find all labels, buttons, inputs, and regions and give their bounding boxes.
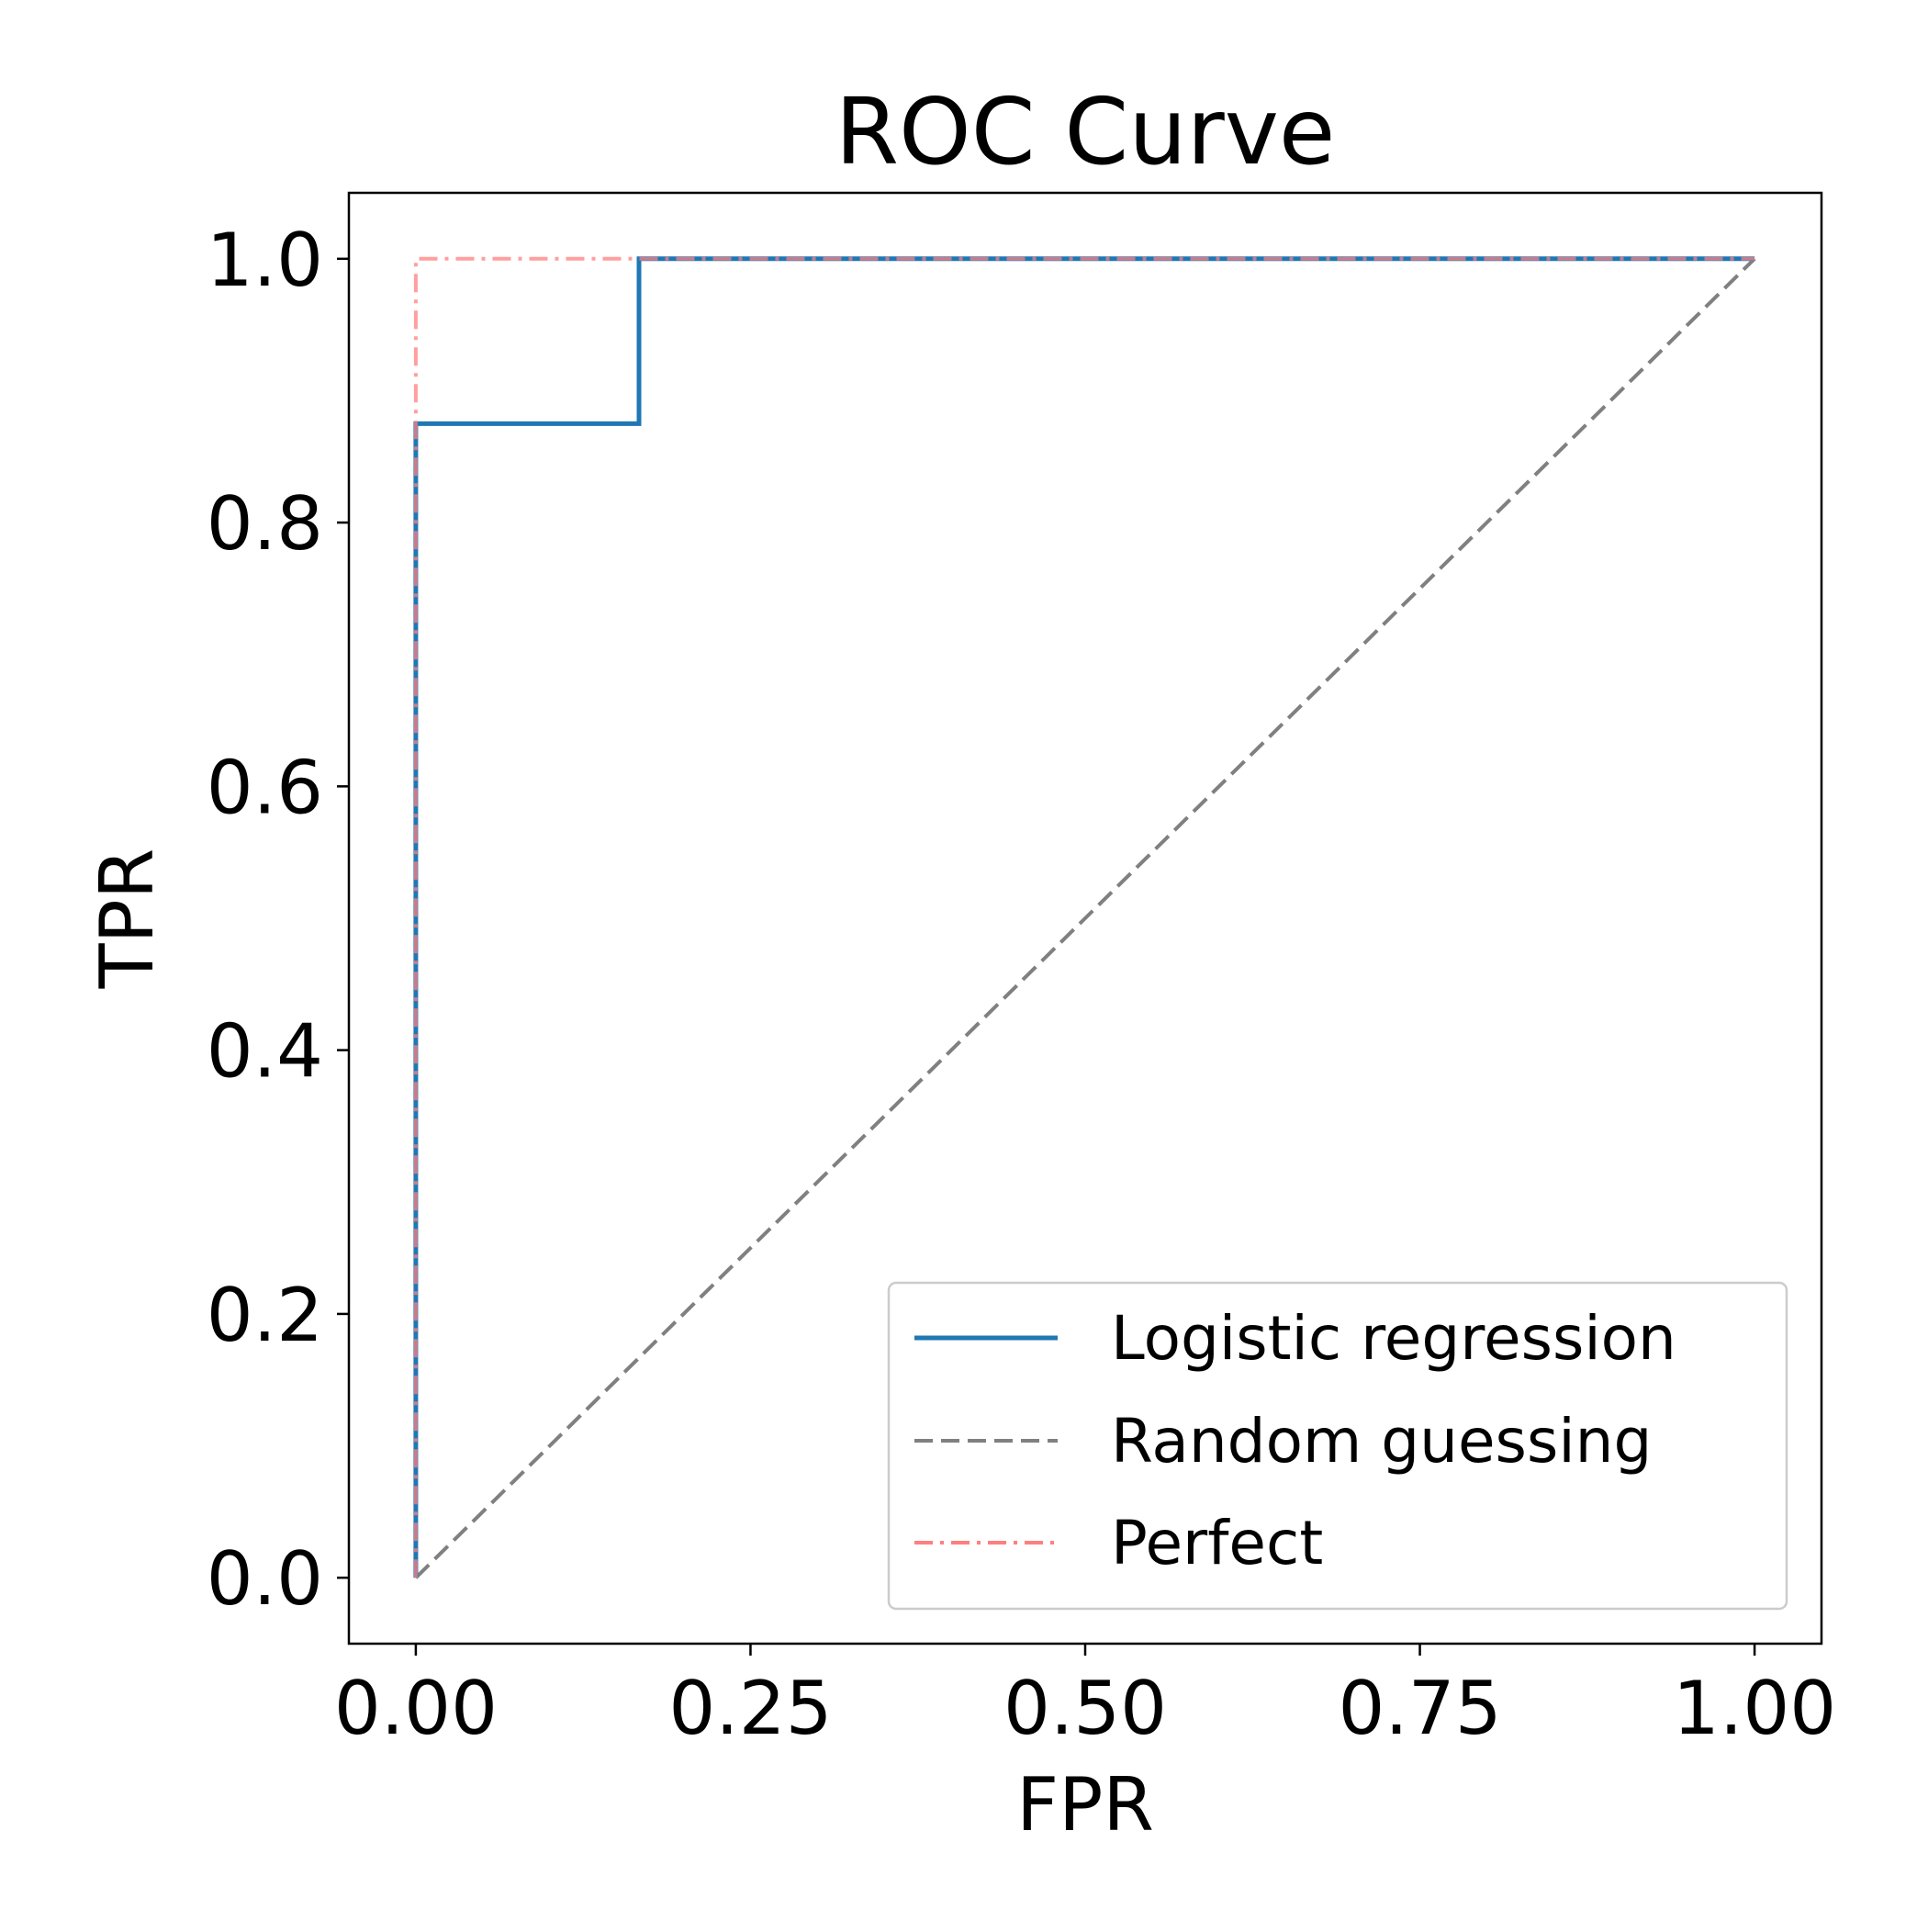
y-tick-label: 0.4 (207, 1009, 323, 1095)
legend-box (887, 1281, 1788, 1611)
y-tick-label: 0.0 (207, 1536, 323, 1622)
y-axis-label: TPR (84, 848, 170, 990)
plot-series (413, 256, 1756, 1579)
x-tick-label: 0.00 (334, 1666, 498, 1751)
plot-frame (347, 191, 1823, 1646)
legend-label-logistic-regression: Logistic regression (1111, 1303, 1676, 1374)
axis-ticks: 0.00 0.25 0.50 0.75 1.00 0.0 0.2 0.4 0.6 0.8 1.0 (207, 218, 1836, 1751)
y-tick-label: 1.0 (207, 218, 323, 303)
x-tick-label: 0.50 (1003, 1666, 1167, 1751)
series-perfect-line (413, 256, 1755, 1578)
chart-title: ROC Curve (835, 78, 1336, 185)
legend-label-random-guessing: Random guessing (1111, 1406, 1652, 1477)
y-tick-label: 0.2 (207, 1273, 323, 1358)
x-axis-label: FPR (1016, 1762, 1154, 1848)
x-tick-label: 1.00 (1673, 1666, 1836, 1751)
legend: Logistic regression Random guessing Perfec… (887, 1281, 1788, 1611)
y-tick-label: 0.6 (207, 745, 323, 830)
x-tick-label: 0.75 (1338, 1666, 1501, 1751)
y-tick-label: 0.8 (207, 481, 323, 567)
series-random-guessing-line (414, 257, 1756, 1579)
legend-label-perfect: Perfect (1111, 1508, 1323, 1578)
x-tick-label: 0.25 (668, 1666, 832, 1751)
